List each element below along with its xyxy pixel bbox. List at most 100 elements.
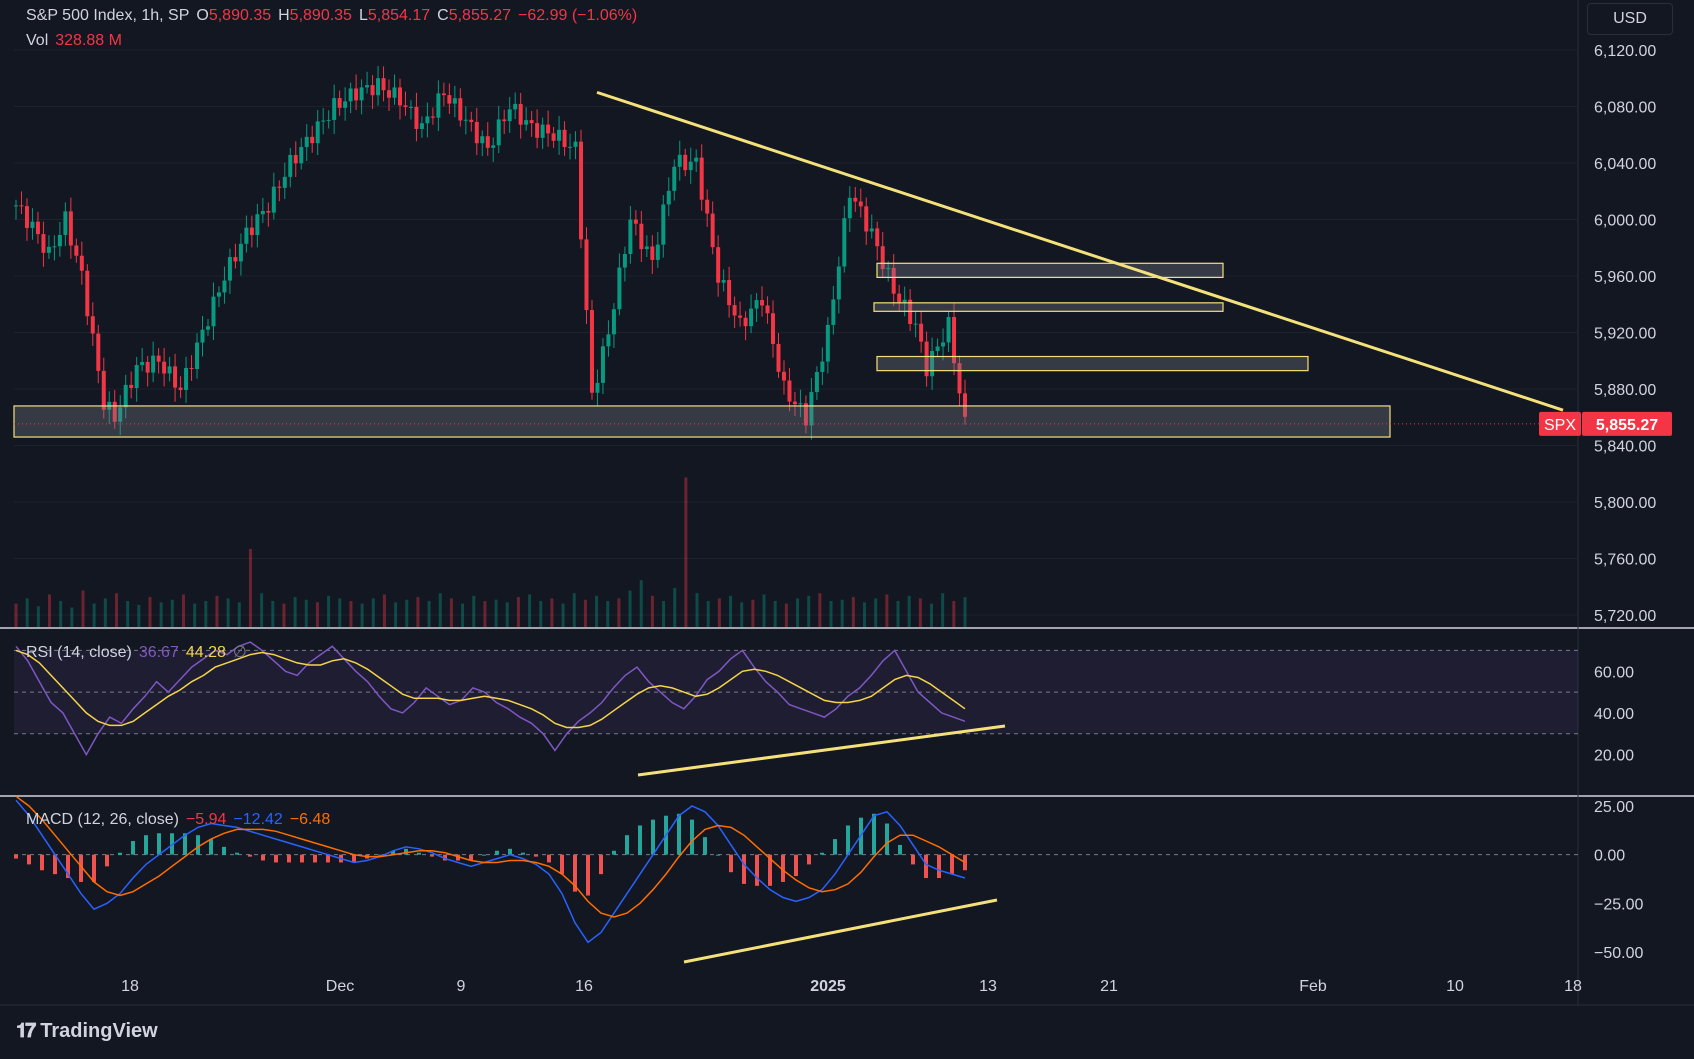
candle-body bbox=[611, 309, 616, 335]
volume-bar bbox=[528, 594, 532, 627]
candle-body bbox=[732, 305, 737, 316]
candle-body bbox=[721, 280, 726, 283]
volume-bar bbox=[159, 602, 163, 627]
candle-body bbox=[792, 401, 797, 405]
macd-histogram-bar bbox=[144, 835, 148, 855]
macd-histogram-bar bbox=[183, 833, 187, 855]
macd-histogram-bar bbox=[677, 813, 681, 855]
volume-bar bbox=[338, 598, 342, 627]
price-zone bbox=[873, 302, 1224, 312]
candle-body bbox=[151, 355, 156, 373]
candle-body bbox=[749, 308, 754, 327]
candle-body bbox=[101, 370, 106, 410]
macd-signal-value: −6.48 bbox=[289, 811, 331, 828]
candle-body bbox=[513, 103, 518, 110]
candle-body bbox=[96, 333, 101, 371]
candle-body bbox=[354, 88, 359, 101]
volume-bar bbox=[639, 580, 643, 627]
candle-body bbox=[326, 119, 331, 121]
candle-body bbox=[858, 201, 863, 207]
candle-body bbox=[496, 119, 501, 146]
candle-body bbox=[798, 403, 803, 405]
candle-body bbox=[238, 243, 243, 262]
volume-bar bbox=[47, 594, 51, 627]
high-label: H bbox=[278, 7, 290, 24]
macd-histogram-bar bbox=[300, 854, 304, 863]
volume-bar bbox=[226, 598, 230, 627]
price-tick-label: 6,120.00 bbox=[1594, 43, 1656, 60]
macd-histogram-bar bbox=[287, 854, 291, 863]
candle-body bbox=[502, 119, 507, 122]
macd-histogram-bar bbox=[222, 846, 226, 855]
macd-histogram-bar bbox=[482, 854, 486, 856]
candle-body bbox=[249, 227, 254, 236]
candle-body bbox=[447, 95, 452, 104]
volume-bar bbox=[14, 603, 18, 627]
volume-bar bbox=[907, 595, 911, 627]
macd-label[interactable]: MACD (12, 26, close) bbox=[26, 811, 179, 828]
symbol-tag-label: SPX bbox=[1544, 417, 1576, 434]
volume-bar bbox=[706, 601, 710, 627]
tradingview-brand[interactable]: 𝟏𝟕 TradingView bbox=[16, 1020, 158, 1043]
volume-bar bbox=[59, 601, 63, 627]
volume-bar bbox=[81, 590, 85, 627]
candle-body bbox=[271, 186, 276, 213]
macd-histogram-bar bbox=[378, 854, 382, 856]
low-value: 5,854.17 bbox=[367, 7, 431, 24]
price-tick-label: 5,800.00 bbox=[1594, 495, 1656, 512]
candle-body bbox=[140, 361, 145, 366]
volume-bar bbox=[371, 598, 375, 627]
candle-body bbox=[441, 93, 446, 96]
macd-histogram-bar bbox=[131, 841, 135, 855]
tradingview-logo-icon: 𝟏𝟕 bbox=[16, 1020, 36, 1042]
candle-body bbox=[491, 145, 496, 148]
macd-histogram-bar bbox=[690, 819, 694, 855]
volume-bar bbox=[349, 601, 353, 627]
symbol-title[interactable]: S&P 500 Index, 1h, SP bbox=[26, 7, 190, 24]
candle-body bbox=[162, 361, 167, 374]
volume-bar bbox=[595, 595, 599, 627]
rsi-tick-label: 40.00 bbox=[1594, 706, 1634, 723]
volume-bar bbox=[941, 593, 945, 627]
trendline bbox=[596, 90, 1564, 412]
rsi-value: 36.67 bbox=[138, 644, 179, 661]
candle-body bbox=[63, 211, 68, 235]
volume-bar bbox=[204, 601, 208, 627]
macd-hist-value: −5.94 bbox=[185, 811, 227, 828]
volume-bar bbox=[963, 597, 967, 627]
candle-body bbox=[419, 123, 424, 129]
macd-histogram-bar bbox=[768, 854, 772, 886]
candle-body bbox=[299, 147, 304, 164]
macd-histogram-bar bbox=[716, 854, 720, 856]
macd-tick-label: 25.00 bbox=[1594, 799, 1634, 816]
candle-body bbox=[716, 247, 721, 283]
currency-button[interactable]: USD bbox=[1587, 3, 1673, 35]
price-zone bbox=[876, 355, 1309, 372]
candle-body bbox=[847, 197, 852, 219]
macd-histogram-bar bbox=[807, 854, 811, 865]
candle-body bbox=[628, 219, 633, 255]
candle-body bbox=[14, 205, 18, 207]
candle-body bbox=[244, 227, 249, 244]
macd-histogram-bar bbox=[430, 854, 434, 857]
time-tick-label: 13 bbox=[979, 978, 997, 995]
rsi-label[interactable]: RSI (14, close) bbox=[26, 644, 132, 661]
candle-body bbox=[617, 267, 622, 310]
volume-value: 328.88 M bbox=[55, 32, 122, 49]
macd-histogram-bar bbox=[508, 848, 512, 855]
volume-bar bbox=[315, 602, 319, 627]
volume-bar bbox=[583, 599, 587, 627]
candle-body bbox=[156, 355, 161, 362]
candle-body bbox=[79, 255, 84, 271]
volume-bar bbox=[282, 603, 286, 627]
macd-histogram-bar bbox=[625, 835, 629, 855]
macd-histogram-bar bbox=[79, 854, 83, 882]
candle-body bbox=[633, 219, 638, 224]
symbol-legend: S&P 500 Index, 1h, SP O5,890.35 H5,890.3… bbox=[26, 7, 637, 25]
candle-body bbox=[644, 246, 649, 250]
volume-label[interactable]: Vol bbox=[26, 32, 49, 49]
price-tick-label: 5,960.00 bbox=[1594, 269, 1656, 286]
candle-body bbox=[957, 363, 962, 394]
candle-body bbox=[952, 317, 957, 364]
